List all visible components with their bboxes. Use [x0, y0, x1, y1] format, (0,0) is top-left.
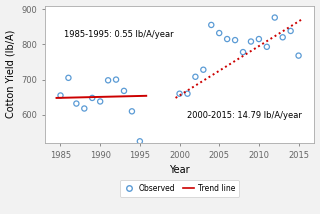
Point: [121, 89, 126, 93]
Point: [74, 102, 79, 105]
Point: [66, 76, 71, 80]
Point: [272, 16, 277, 19]
Point: [256, 37, 261, 41]
Point: [217, 31, 222, 35]
Point: [185, 92, 190, 95]
Point: [240, 50, 245, 54]
Point: [248, 40, 253, 43]
Point: [114, 78, 119, 81]
Point: [129, 110, 134, 113]
Point: [98, 100, 103, 103]
Point: [288, 29, 293, 33]
X-axis label: Year: Year: [169, 165, 190, 175]
Point: [82, 107, 87, 110]
Point: [106, 79, 111, 82]
Text: 2000-2015: 14.79 lb/A/year: 2000-2015: 14.79 lb/A/year: [188, 111, 302, 120]
Text: 1985-1995: 0.55 lb/A/year: 1985-1995: 0.55 lb/A/year: [64, 30, 174, 39]
Point: [209, 23, 214, 27]
Point: [90, 96, 95, 100]
Point: [280, 36, 285, 39]
Point: [58, 94, 63, 97]
Point: [177, 92, 182, 95]
Legend: Observed, Trend line: Observed, Trend line: [120, 180, 239, 197]
Point: [137, 140, 142, 143]
Y-axis label: Cotton Yield (lb/A): Cotton Yield (lb/A): [5, 30, 16, 119]
Point: [233, 38, 238, 42]
Point: [225, 37, 230, 41]
Point: [264, 45, 269, 49]
Point: [296, 54, 301, 57]
Point: [201, 68, 206, 71]
Point: [193, 75, 198, 79]
